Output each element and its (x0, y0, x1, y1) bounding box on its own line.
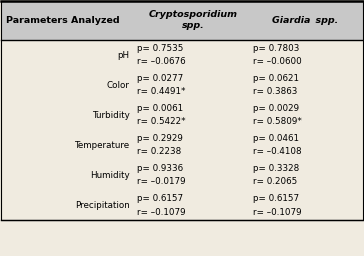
Text: p= 0.0621: p= 0.0621 (253, 74, 299, 83)
Text: r= 0.5809*: r= 0.5809* (253, 118, 302, 126)
Text: pH: pH (117, 51, 130, 60)
Text: p= 0.0461: p= 0.0461 (253, 134, 299, 143)
Text: p= 0.0061: p= 0.0061 (136, 104, 183, 113)
Bar (1, 1, 363, 40)
Text: Precipitation: Precipitation (75, 201, 130, 210)
Text: Color: Color (106, 81, 130, 90)
Text: Humidity: Humidity (90, 171, 130, 180)
Text: p= 0.6157: p= 0.6157 (253, 194, 299, 203)
Text: p= 0.6157: p= 0.6157 (136, 194, 183, 203)
Text: r= –0.4108: r= –0.4108 (253, 147, 301, 156)
Text: Giardia  spp.: Giardia spp. (272, 16, 339, 25)
Text: Cryptosporidium
spp.: Cryptosporidium spp. (149, 10, 237, 30)
Text: r= 0.3863: r= 0.3863 (253, 87, 297, 96)
Text: p= 0.7803: p= 0.7803 (253, 44, 299, 53)
Text: Temperature: Temperature (74, 141, 130, 150)
Text: p= 0.0277: p= 0.0277 (136, 74, 183, 83)
Text: p= 0.3328: p= 0.3328 (253, 164, 299, 173)
Text: r= –0.1079: r= –0.1079 (253, 208, 301, 217)
Text: r= –0.0600: r= –0.0600 (253, 57, 301, 66)
Bar (1, 1, 363, 220)
Text: r= 0.2065: r= 0.2065 (253, 177, 297, 186)
Text: p= 0.2929: p= 0.2929 (136, 134, 183, 143)
Text: Turbidity: Turbidity (92, 111, 130, 120)
Text: r= 0.5422*: r= 0.5422* (136, 118, 185, 126)
Text: p= 0.7535: p= 0.7535 (136, 44, 183, 53)
Text: r= –0.0179: r= –0.0179 (136, 177, 185, 186)
Text: p= 0.0029: p= 0.0029 (253, 104, 299, 113)
Text: r= –0.1079: r= –0.1079 (136, 208, 185, 217)
Text: Parameters Analyzed: Parameters Analyzed (6, 16, 120, 25)
Text: r= –0.0676: r= –0.0676 (136, 57, 185, 66)
Text: r= 0.4491*: r= 0.4491* (136, 87, 185, 96)
Text: p= 0.9336: p= 0.9336 (136, 164, 183, 173)
Text: r= 0.2238: r= 0.2238 (136, 147, 181, 156)
